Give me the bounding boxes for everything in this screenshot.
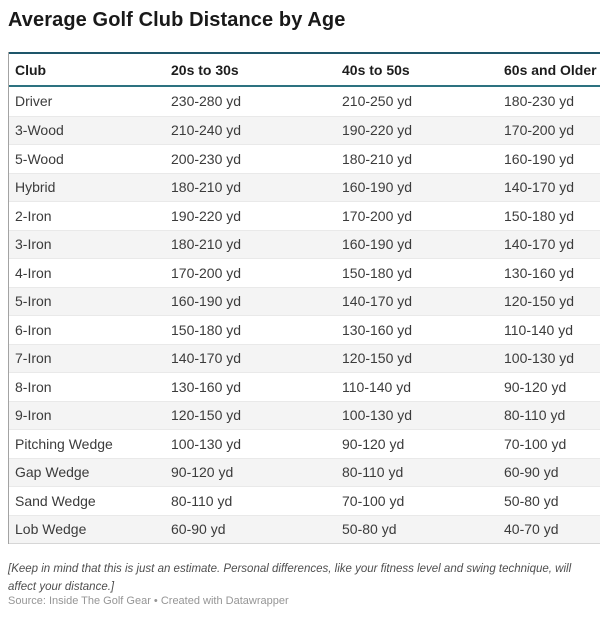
chart-note: [Keep in mind that this is just an estim… [8, 560, 571, 596]
table-row: 9-Iron 120-150 yd 100-130 yd 80-110 yd [9, 400, 600, 429]
cell-20s-to-30s: 210-240 yd [171, 122, 242, 139]
cell-40s-to-50s: 70-100 yd [342, 492, 405, 509]
cell-club: Lob Wedge [15, 521, 87, 538]
table-row: Sand Wedge 80-110 yd 70-100 yd 50-80 yd [9, 486, 600, 515]
cell-40s-to-50s: 160-190 yd [342, 236, 413, 253]
cell-60s-and-older: 70-100 yd [504, 435, 567, 452]
cell-20s-to-30s: 160-190 yd [171, 293, 242, 310]
table-row: Hybrid 180-210 yd 160-190 yd 140-170 yd [9, 172, 600, 201]
table-row: Lob Wedge 60-90 yd 50-80 yd 40-70 yd [9, 514, 600, 543]
cell-60s-and-older: 50-80 yd [504, 492, 559, 509]
cell-club: Driver [15, 93, 53, 110]
cell-40s-to-50s: 190-220 yd [342, 122, 413, 139]
cell-40s-to-50s: 50-80 yd [342, 521, 397, 538]
cell-60s-and-older: 130-160 yd [504, 264, 575, 281]
cell-40s-to-50s: 80-110 yd [342, 464, 404, 481]
cell-club: Sand Wedge [15, 492, 96, 509]
column-header-20s-to-30s: 20s to 30s [171, 61, 239, 78]
table-row: 5-Wood 200-230 yd 180-210 yd 160-190 yd [9, 144, 600, 173]
table-row: 4-Iron 170-200 yd 150-180 yd 130-160 yd [9, 258, 600, 287]
cell-20s-to-30s: 130-160 yd [171, 378, 242, 395]
table-row: 8-Iron 130-160 yd 110-140 yd 90-120 yd [9, 372, 600, 401]
cell-club: Gap Wedge [15, 464, 90, 481]
cell-60s-and-older: 100-130 yd [504, 350, 575, 367]
table-row: 6-Iron 150-180 yd 130-160 yd 110-140 yd [9, 315, 600, 344]
cell-20s-to-30s: 180-210 yd [171, 179, 242, 196]
cell-20s-to-30s: 80-110 yd [171, 492, 233, 509]
cell-40s-to-50s: 110-140 yd [342, 378, 412, 395]
table-row: 5-Iron 160-190 yd 140-170 yd 120-150 yd [9, 286, 600, 315]
cell-40s-to-50s: 100-130 yd [342, 407, 413, 424]
cell-20s-to-30s: 170-200 yd [171, 264, 242, 281]
cell-club: 5-Iron [15, 293, 52, 310]
cell-club: Pitching Wedge [15, 435, 113, 452]
chart-source: Source: Inside The Golf Gear • Created w… [8, 595, 289, 607]
table-body: Driver 230-280 yd 210-250 yd 180-230 yd … [9, 87, 600, 544]
cell-60s-and-older: 120-150 yd [504, 293, 575, 310]
cell-20s-to-30s: 190-220 yd [171, 207, 242, 224]
cell-20s-to-30s: 180-210 yd [171, 236, 242, 253]
cell-club: 4-Iron [15, 264, 52, 281]
cell-20s-to-30s: 150-180 yd [171, 321, 242, 338]
cell-60s-and-older: 140-170 yd [504, 179, 575, 196]
table-row: 2-Iron 190-220 yd 170-200 yd 150-180 yd [9, 201, 600, 230]
cell-20s-to-30s: 120-150 yd [171, 407, 242, 424]
cell-60s-and-older: 110-140 yd [504, 321, 574, 338]
chart-note-line-1: [Keep in mind that this is just an estim… [8, 563, 572, 575]
cell-20s-to-30s: 100-130 yd [171, 435, 242, 452]
cell-40s-to-50s: 210-250 yd [342, 93, 413, 110]
cell-20s-to-30s: 60-90 yd [171, 521, 226, 538]
distance-table: Club 20s to 30s 40s to 50s 60s and Older… [8, 52, 600, 544]
column-header-60s-and-older: 60s and Older [504, 61, 597, 78]
cell-20s-to-30s: 230-280 yd [171, 93, 242, 110]
cell-60s-and-older: 150-180 yd [504, 207, 575, 224]
cell-club: 3-Wood [15, 122, 64, 139]
column-header-club: Club [15, 61, 47, 78]
cell-club: 8-Iron [15, 378, 52, 395]
table-row: Pitching Wedge 100-130 yd 90-120 yd 70-1… [9, 429, 600, 458]
cell-club: Hybrid [15, 179, 56, 196]
cell-20s-to-30s: 200-230 yd [171, 150, 242, 167]
cell-40s-to-50s: 170-200 yd [342, 207, 413, 224]
cell-60s-and-older: 40-70 yd [504, 521, 559, 538]
table-row: 7-Iron 140-170 yd 120-150 yd 100-130 yd [9, 343, 600, 372]
cell-20s-to-30s: 90-120 yd [171, 464, 234, 481]
table-row: Driver 230-280 yd 210-250 yd 180-230 yd [9, 87, 600, 116]
chart-note-line-2: affect your distance.] [8, 581, 115, 593]
cell-club: 9-Iron [15, 407, 52, 424]
cell-club: 5-Wood [15, 150, 64, 167]
cell-40s-to-50s: 120-150 yd [342, 350, 413, 367]
cell-40s-to-50s: 160-190 yd [342, 179, 413, 196]
cell-40s-to-50s: 130-160 yd [342, 321, 413, 338]
table-row: Gap Wedge 90-120 yd 80-110 yd 60-90 yd [9, 457, 600, 486]
cell-20s-to-30s: 140-170 yd [171, 350, 242, 367]
cell-60s-and-older: 140-170 yd [504, 236, 575, 253]
cell-60s-and-older: 180-230 yd [504, 93, 575, 110]
column-header-40s-to-50s: 40s to 50s [342, 61, 410, 78]
cell-club: 7-Iron [15, 350, 52, 367]
table-header-row: Club 20s to 30s 40s to 50s 60s and Older [9, 52, 600, 87]
cell-60s-and-older: 90-120 yd [504, 378, 567, 395]
cell-40s-to-50s: 90-120 yd [342, 435, 405, 452]
cell-60s-and-older: 160-190 yd [504, 150, 575, 167]
cell-60s-and-older: 170-200 yd [504, 122, 575, 139]
cell-club: 6-Iron [15, 321, 52, 338]
cell-40s-to-50s: 180-210 yd [342, 150, 413, 167]
page-title: Average Golf Club Distance by Age [8, 9, 346, 31]
cell-40s-to-50s: 150-180 yd [342, 264, 413, 281]
cell-club: 3-Iron [15, 236, 52, 253]
table-row: 3-Wood 210-240 yd 190-220 yd 170-200 yd [9, 115, 600, 144]
table-row: 3-Iron 180-210 yd 160-190 yd 140-170 yd [9, 229, 600, 258]
cell-60s-and-older: 80-110 yd [504, 407, 566, 424]
cell-club: 2-Iron [15, 207, 52, 224]
cell-40s-to-50s: 140-170 yd [342, 293, 413, 310]
cell-60s-and-older: 60-90 yd [504, 464, 559, 481]
